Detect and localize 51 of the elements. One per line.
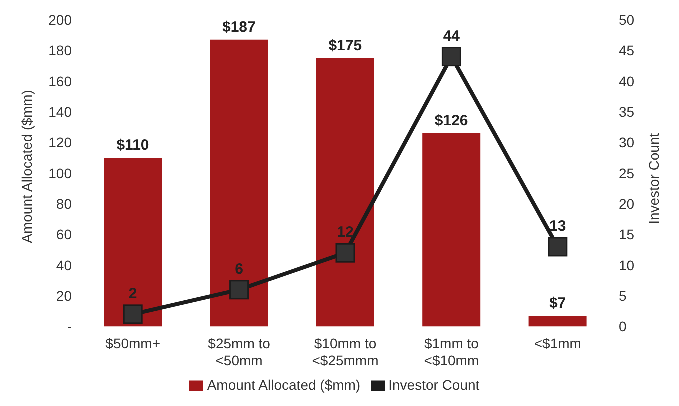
data-label: 6 [235,260,244,278]
y-axis-title: Amount Allocated ($mm) [18,90,35,244]
y2-tick-label: 0 [619,318,627,335]
y-tick-label: 140 [48,104,72,120]
data-label: 13 [550,218,566,235]
x-tick-label: $50mm+ [106,336,161,352]
bar [210,40,268,327]
data-label: 2 [128,285,138,302]
y2-tick-label: 20 [619,196,635,212]
x-tick-label: $25mm to <50mm [208,336,271,369]
data-label: $7 [549,294,566,312]
legend-label: Investor Count [388,376,480,393]
y-tick-label: 160 [48,73,72,90]
legend-label: Amount Allocated ($mm) [207,376,361,393]
y2-tick-label: 15 [619,226,635,243]
bar [316,58,374,327]
y-tick-label: 200 [48,12,72,28]
bar [104,158,162,327]
x-tick-label: $10mm to <$25mmm [312,336,379,369]
y2-tick-label: 25 [619,165,635,182]
y-tick-label: 180 [48,42,72,59]
y-tick-label: 120 [48,134,72,151]
y-tick-label: 80 [56,196,72,212]
y2-tick-label: 50 [619,12,635,28]
y-tick-label: 60 [56,226,72,243]
data-label: 12 [337,224,354,242]
y-tick-label: 20 [56,288,72,304]
point [123,304,143,324]
y2-axis-title: Investor Count [646,133,662,224]
y-tick-label: 40 [56,257,72,274]
y2-tick-label: 5 [619,288,627,304]
y2-tick-label: 10 [619,257,635,274]
data-label: $175 [328,37,362,54]
x-tick-label: <$1mm [534,336,582,352]
point [336,243,356,263]
y-tick-label: - [67,318,72,335]
point [230,280,250,300]
point [442,47,462,67]
y2-tick-label: 45 [619,42,635,59]
y2-tick-label: 30 [619,134,635,151]
data-label: 44 [443,28,461,45]
y-tick-label: 100 [48,165,72,182]
bar [528,316,587,327]
data-label: $126 [434,112,468,130]
x-tick-label: $1mm to <$10mm [424,336,480,369]
data-label: $187 [222,18,256,36]
y2-tick-label: 35 [619,104,635,120]
bar [422,133,481,327]
point [548,237,568,257]
data-label: $110 [116,137,150,154]
y2-tick-label: 40 [619,73,635,90]
